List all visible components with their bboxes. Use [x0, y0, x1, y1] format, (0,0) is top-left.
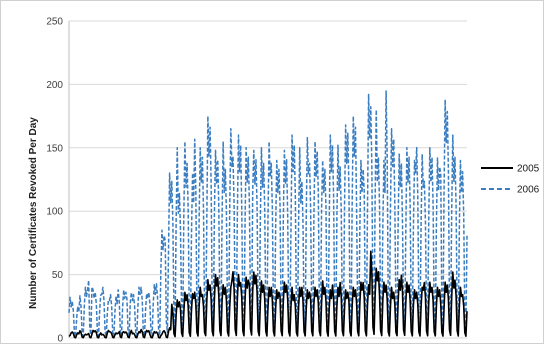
y-tick-labels: 0 50 100 150 200 250 — [46, 17, 63, 344]
series-layer — [68, 90, 468, 339]
legend: 2005 2006 — [481, 164, 540, 196]
y-tick-label: 0 — [57, 334, 63, 344]
y-tick-label: 200 — [46, 80, 63, 91]
series-line-2005 — [68, 250, 468, 339]
legend-label-2005: 2005 — [517, 164, 540, 175]
y-axis-title: Number of Certificates Revoked Per Day — [28, 117, 39, 309]
y-tick-label: 150 — [46, 143, 63, 154]
legend-label-2006: 2006 — [517, 185, 540, 196]
series-line-2006 — [68, 90, 468, 338]
y-tick-label: 250 — [46, 17, 63, 28]
y-tick-label: 100 — [46, 207, 63, 218]
y-tick-label: 50 — [52, 270, 64, 281]
